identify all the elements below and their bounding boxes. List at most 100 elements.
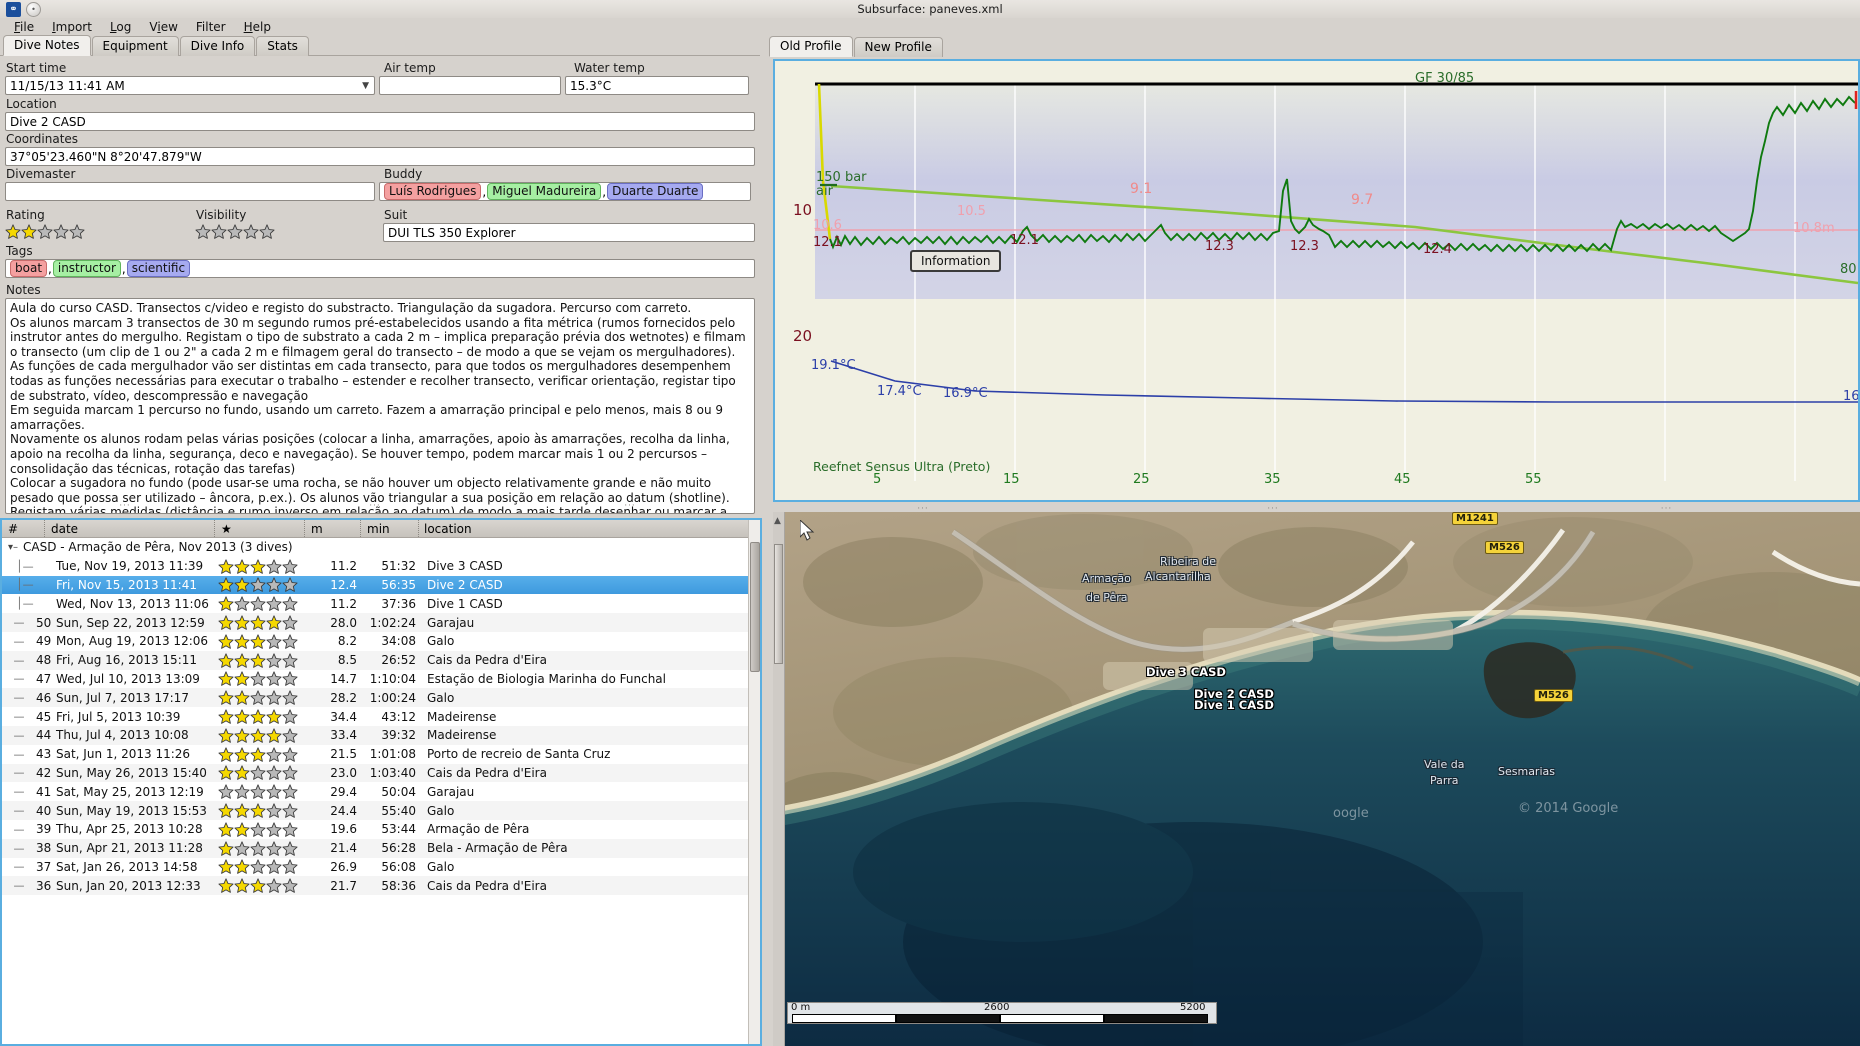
- map-place-label: Vale da: [1424, 758, 1465, 771]
- dive-list-row[interactable]: — 42 Sun, May 26, 2013 15:40 23.0 1:03:40 Cai…: [2, 763, 760, 783]
- air-temp-input[interactable]: [379, 76, 561, 95]
- visibility-stars[interactable]: [195, 223, 275, 239]
- dive-rating-stars[interactable]: [218, 765, 308, 781]
- dive-list-header[interactable]: # date ★ m min location: [2, 520, 760, 538]
- splitter-handle-2[interactable]: ···: [369, 501, 381, 511]
- dive-list-row[interactable]: — 47 Wed, Jul 10, 2013 13:09 14.7 1:10:04 Est…: [2, 670, 760, 689]
- buddy-pill-2[interactable]: Miguel Madureira: [487, 183, 602, 200]
- profile-tabbar[interactable]: Old Profile New Profile: [765, 36, 1860, 57]
- dive-rating-stars[interactable]: [218, 596, 308, 612]
- buddy-input[interactable]: Luís Rodrigues, Miguel Madureira, Duarte…: [379, 182, 751, 201]
- menu-view[interactable]: View: [149, 20, 178, 34]
- dive-list-body[interactable]: │— Tue, Nov 19, 2013 11:39 11.2 51:32 Dive 3…: [2, 557, 760, 896]
- dive-list-row[interactable]: — 37 Sat, Jan 26, 2013 14:58 26.9 56:08 Galo: [2, 858, 760, 877]
- map-splitter-handle-1[interactable]: ···: [917, 504, 929, 514]
- dive-list-row[interactable]: — 48 Fri, Aug 16, 2013 15:11 8.5 26:52 Cais d…: [2, 650, 760, 670]
- dive-list-group-row[interactable]: ▾– CASD - Armação de Pêra, Nov 2013 (3 d…: [2, 538, 760, 557]
- dive-list-row[interactable]: — 50 Sun, Sep 22, 2013 12:59 28.0 1:02:24 Gar…: [2, 613, 760, 632]
- tag-pill-scientific[interactable]: scientific: [126, 260, 191, 277]
- buddy-pill-3[interactable]: Duarte Duarte: [607, 183, 704, 200]
- map-scrollbar-thumb[interactable]: [774, 544, 783, 664]
- dive-list-row[interactable]: — 45 Fri, Jul 5, 2013 10:39 34.4 43:12 Madeir…: [2, 707, 760, 726]
- tab-old-profile[interactable]: Old Profile: [769, 36, 853, 57]
- col-header-location[interactable]: location: [418, 520, 760, 537]
- menu-file[interactable]: File: [14, 20, 35, 34]
- tab-dive-notes[interactable]: Dive Notes: [3, 35, 91, 56]
- dive-rating-stars[interactable]: [218, 822, 308, 837]
- menu-filter[interactable]: Filter: [195, 20, 226, 34]
- time-tick-25: 25: [1133, 472, 1150, 487]
- dive-list-row[interactable]: — 49 Mon, Aug 19, 2013 12:06 8.2 34:08 Galo: [2, 632, 760, 651]
- dive-rating-stars[interactable]: [218, 878, 308, 894]
- dive-list-row[interactable]: — 43 Sat, Jun 1, 2013 11:26 21.5 1:01:08 Port…: [2, 745, 760, 764]
- dive-list[interactable]: # date ★ m min location ▾– CASD - Armaçã…: [0, 518, 762, 1046]
- water-temp-input[interactable]: 15.3°C: [565, 76, 749, 95]
- coordinates-input[interactable]: 37°05'23.460"N 8°20'47.879"W: [5, 147, 755, 166]
- col-header-number[interactable]: #: [8, 521, 19, 536]
- dive-map[interactable]: oogle © 2014 Google Armação de Pêra Ribeir…: [773, 512, 1860, 1046]
- dive-list-row[interactable]: │— Fri, Nov 15, 2013 11:41 12.4 56:35 Dive 2…: [2, 575, 760, 595]
- scale-start: 0 m: [791, 1002, 811, 1013]
- dive-rating-stars[interactable]: [218, 690, 308, 706]
- menu-log[interactable]: Log: [109, 20, 132, 34]
- splitter-handle-3[interactable]: ···: [624, 501, 636, 511]
- col-header-duration[interactable]: min: [360, 520, 418, 537]
- dive-list-row[interactable]: — 44 Thu, Jul 4, 2013 10:08 33.4 39:32 Madeir…: [2, 725, 760, 745]
- menu-import[interactable]: Import: [52, 20, 92, 34]
- notes-textarea[interactable]: Aula do curso CASD. Transectos c/video e…: [5, 298, 755, 514]
- dive-list-scrollbar[interactable]: [748, 520, 760, 1044]
- menubar[interactable]: File Import Log View Filter Help: [0, 18, 760, 36]
- tab-dive-info[interactable]: Dive Info: [179, 36, 256, 56]
- col-header-date[interactable]: date: [44, 520, 214, 537]
- dive-rating-stars[interactable]: [218, 559, 308, 574]
- dive-profile-chart[interactable]: GF 30/85 150 bar air 10 20 10.6 12.1 10.…: [773, 59, 1860, 502]
- suit-input[interactable]: DUI TLS 350 Explorer: [383, 223, 755, 242]
- dive-rating-stars[interactable]: [218, 747, 308, 762]
- splitter-handle-1[interactable]: ···: [119, 501, 131, 511]
- dive-list-row[interactable]: │— Wed, Nov 13, 2013 11:06 11.2 37:36 Dive 1…: [2, 594, 760, 613]
- dive-rating-stars[interactable]: [218, 634, 308, 649]
- map-splitter-handle-3[interactable]: ···: [1660, 504, 1673, 514]
- tab-equipment[interactable]: Equipment: [91, 36, 179, 56]
- scrollbar-thumb[interactable]: [750, 542, 760, 672]
- location-input[interactable]: Dive 2 CASD: [5, 112, 755, 131]
- dive-list-row[interactable]: │— Tue, Nov 19, 2013 11:39 11.2 51:32 Dive 3…: [2, 557, 760, 576]
- dive-list-row[interactable]: — 41 Sat, May 25, 2013 12:19 29.4 50:04 Garaj…: [2, 782, 760, 801]
- menu-help[interactable]: Help: [243, 20, 271, 34]
- dive-rating-stars[interactable]: [218, 671, 308, 687]
- dive-rating-stars[interactable]: [218, 784, 308, 800]
- start-time-input[interactable]: 11/15/13 11:41 AM ▼: [5, 76, 375, 95]
- col-header-depth[interactable]: m: [304, 520, 360, 537]
- dive-rating-stars[interactable]: [218, 859, 308, 875]
- dive-date: Fri, Nov 15, 2013 11:41: [56, 577, 197, 592]
- dive-rating-stars[interactable]: [218, 709, 308, 724]
- dive-rating-stars[interactable]: [218, 653, 308, 668]
- depth-marker-12-1-b: 12.1: [1010, 233, 1039, 248]
- dive-list-row[interactable]: — 38 Sun, Apr 21, 2013 11:28 21.4 56:28 Bela …: [2, 838, 760, 858]
- main-tabbar[interactable]: Dive Notes Equipment Dive Info Stats: [0, 35, 760, 56]
- dive-list-row[interactable]: — 36 Sun, Jan 20, 2013 12:33 21.7 58:36 Cais …: [2, 876, 760, 896]
- tab-new-profile[interactable]: New Profile: [853, 37, 943, 57]
- star-icon: [266, 728, 282, 743]
- map-scrollbar[interactable]: [773, 512, 785, 1046]
- dive-rating-stars[interactable]: [218, 615, 308, 630]
- tag-pill-instructor[interactable]: instructor: [52, 260, 121, 277]
- buddy-pill-1[interactable]: Luís Rodrigues: [384, 183, 482, 200]
- dive-list-row[interactable]: — 40 Sun, May 19, 2013 15:53 24.4 55:40 Galo: [2, 801, 760, 820]
- dive-rating-stars[interactable]: [218, 840, 308, 856]
- tag-pill-boat[interactable]: boat: [10, 260, 48, 277]
- col-header-rating[interactable]: ★: [214, 520, 304, 537]
- dive-list-row[interactable]: — 46 Sun, Jul 7, 2013 17:17 28.2 1:00:24 Galo: [2, 688, 760, 708]
- tags-input[interactable]: boat, instructor, scientific: [5, 259, 755, 278]
- dive-rating-stars[interactable]: [218, 577, 308, 593]
- dive-rating-stars[interactable]: [218, 728, 308, 743]
- chevron-down-icon[interactable]: ▾–: [8, 541, 19, 553]
- rating-stars[interactable]: [5, 223, 85, 239]
- dive-rating-stars[interactable]: [218, 803, 308, 818]
- tab-stats[interactable]: Stats: [256, 36, 309, 56]
- divemaster-input[interactable]: [5, 182, 375, 201]
- dive-list-row[interactable]: — 39 Thu, Apr 25, 2013 10:28 19.6 53:44 Armaç…: [2, 820, 760, 839]
- chevron-up-icon[interactable]: ▲: [774, 516, 781, 526]
- information-tooltip[interactable]: Information: [910, 250, 1002, 272]
- map-splitter-handle-2[interactable]: ···: [1267, 504, 1279, 514]
